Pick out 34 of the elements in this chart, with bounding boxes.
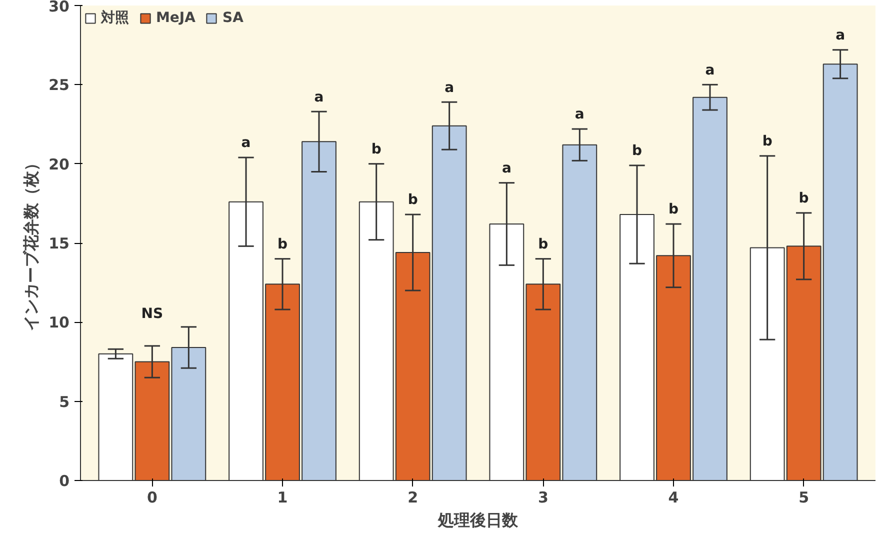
annotation: b [798,190,809,207]
x-tick-label: 3 [538,488,548,506]
x-tick-label: 4 [668,488,679,506]
x-tick-label: 1 [277,488,288,506]
annotation: a [836,28,846,44]
annotation: a [502,160,512,176]
annotation: b [371,142,382,158]
annotation: b [632,143,642,160]
legend-label: SA [222,10,244,26]
legend-label: MeJA [156,10,196,26]
annotation: a [314,89,324,106]
y-axis-title: インカーブ花弁数（枚） [22,155,41,331]
legend-label: 対照 [101,9,129,27]
annotation: a [241,135,251,152]
annotation: b [668,202,679,218]
annotation: a [444,80,454,96]
annotation: b [277,236,288,252]
annotation: b [538,236,548,252]
x-tick-label: 2 [408,488,418,506]
annotation: b [408,192,418,208]
y-tick-label: 10 [48,314,70,332]
y-tick-label: 5 [59,392,70,411]
x-tick-label: 0 [146,488,158,506]
annotation: a [574,106,584,123]
y-tick-label: 0 [59,472,70,490]
y-tick-label: 20 [48,155,70,174]
x-tick-label: 5 [798,488,810,506]
y-tick-label: 25 [48,76,70,94]
y-tick-label: 15 [48,234,70,252]
annotation: NS [141,306,164,322]
annotation: a [705,62,715,78]
y-tick-label: 30 [48,0,70,16]
x-axis-title: 処理後日数 [437,510,519,530]
annotation: b [762,134,772,150]
